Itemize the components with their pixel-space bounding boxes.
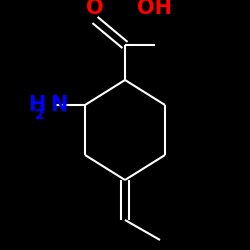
Text: N: N <box>50 95 68 115</box>
Text: OH: OH <box>138 0 172 18</box>
Text: 2: 2 <box>35 108 45 122</box>
Text: O: O <box>86 0 104 18</box>
Text: H: H <box>28 95 45 115</box>
